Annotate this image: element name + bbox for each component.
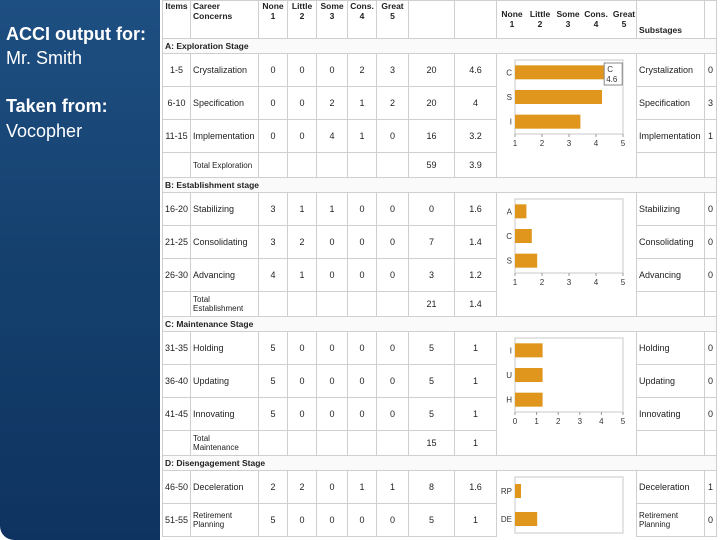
total-row: Total Maintenance 15 1 (161, 430, 718, 456)
table-row: 36-40 Updating 5 0 0 0 0 5 1 Updating 0 (161, 364, 718, 398)
cons-header: Cons. 4 (347, 0, 378, 39)
items-header: Items (161, 0, 192, 39)
table-row: 51-55 Retirement Planning 5 0 0 0 0 5 1 … (161, 503, 718, 537)
bar (515, 392, 543, 407)
callout-label: C (607, 65, 613, 74)
bar (515, 229, 532, 243)
x-tick-label: 2 (556, 417, 561, 426)
establishment-chart: 1 2 3 4 5 A C S (506, 198, 626, 287)
callout-value: 4.6 (606, 75, 618, 84)
disengagement-chart-cell: RP DE (497, 471, 637, 537)
stage-row: D: Disengagement Stage (161, 455, 718, 471)
x-tick-label: 1 (534, 417, 539, 426)
total-row: Total Establishment 21 1.4 (161, 291, 718, 317)
disengagement-chart: RP DE (501, 476, 624, 534)
y-category-label: A (507, 207, 513, 216)
table-row: 6-10 Specification 0 0 2 1 2 20 4 Specif… (161, 86, 718, 120)
source-label: Taken from: (6, 96, 108, 116)
bar (515, 204, 527, 219)
table-row: 41-45 Innovating 5 0 0 0 0 5 1 Innovatin… (161, 397, 718, 431)
y-category-label: RP (501, 487, 512, 496)
title-panel: ACCI output for: Mr. Smith Taken from: V… (0, 0, 160, 540)
table-row: 21-25 Consolidating 3 2 0 0 0 7 1.4 Cons… (161, 225, 718, 259)
substages-header: Substages (636, 0, 706, 39)
bar (515, 368, 543, 382)
x-tick-label: 5 (621, 278, 626, 287)
great-header: Great 5 (376, 0, 410, 39)
stage-row: A: Exploration Stage (161, 38, 718, 54)
plot-frame (514, 476, 624, 534)
stage-title: A: Exploration Stage (161, 38, 718, 54)
x-tick-label: 1 (513, 139, 518, 148)
stage-row: B: Establishment stage (161, 177, 718, 193)
maintenance-chart: 0 1 2 3 4 5 I U H (506, 337, 626, 426)
bar (515, 90, 603, 104)
stage-title: C: Maintenance Stage (161, 316, 718, 332)
x-tick-label: 4 (599, 417, 604, 426)
y-category-label: C (506, 68, 512, 77)
table-row: 26-30 Advancing 4 1 0 0 0 3 1.2 Advancin… (161, 258, 718, 292)
stage-title: D: Disengagement Stage (161, 455, 718, 471)
career-concerns-header: Career Concerns (190, 0, 260, 39)
output-title: ACCI output for: (6, 24, 146, 44)
client-name: Mr. Smith (6, 48, 83, 68)
bar (515, 65, 619, 80)
value-callout: C4.6 (603, 62, 623, 86)
x-tick-label: 4 (594, 139, 599, 148)
x-tick-label: 2 (540, 139, 545, 148)
x-tick-label: 5 (621, 139, 626, 148)
total-row: Total Exploration 59 3.9 (161, 152, 718, 178)
bar (515, 343, 543, 358)
x-tick-label: 3 (567, 139, 572, 148)
scale-header-2: None 1 Little 2 Some 3 Cons. 4 Great 5 (496, 0, 638, 39)
x-tick-label: 2 (540, 278, 545, 287)
header-row: Items Career Concerns None 1 Little 2 So… (161, 0, 718, 39)
y-category-label: DE (501, 515, 512, 524)
table-row: 46-50 Deceleration 2 2 0 1 1 8 1.6 RP DE … (161, 470, 718, 534)
y-category-label: H (506, 396, 512, 405)
x-tick-label: 0 (513, 417, 518, 426)
x-tick-label: 1 (513, 278, 518, 287)
y-category-label: I (510, 118, 512, 127)
x-tick-label: 3 (578, 417, 583, 426)
y-category-label: I (510, 346, 512, 355)
y-category-label: U (506, 371, 512, 380)
x-tick-label: 4 (594, 278, 599, 287)
stage-title: B: Establishment stage (161, 177, 718, 193)
callout-box (603, 62, 623, 86)
bar (515, 484, 522, 498)
bar (515, 512, 538, 526)
y-category-label: S (507, 93, 512, 102)
acci-table: Items Career Concerns None 1 Little 2 So… (161, 0, 718, 537)
exploration-chart-cell: 1 2 3 4 5 C S I C 4.6 (497, 54, 637, 153)
establishment-chart-cell: 1 2 3 4 5 A C S (497, 193, 637, 292)
maintenance-chart-cell: 0 1 2 3 4 5 I U H (497, 332, 637, 431)
some-header: Some 3 (316, 0, 349, 39)
bar (515, 114, 581, 129)
acci-results-sheet: Items Career Concerns None 1 Little 2 So… (161, 0, 720, 540)
x-tick-label: 5 (621, 417, 626, 426)
little-header: Little 2 (287, 0, 318, 39)
y-category-label: C (506, 232, 512, 241)
none-header: None 1 (258, 0, 289, 39)
stage-row: C: Maintenance Stage (161, 316, 718, 332)
bar (515, 253, 538, 268)
y-category-label: S (507, 257, 512, 266)
x-tick-label: 3 (567, 278, 572, 287)
source-name: Vocopher (6, 121, 83, 141)
